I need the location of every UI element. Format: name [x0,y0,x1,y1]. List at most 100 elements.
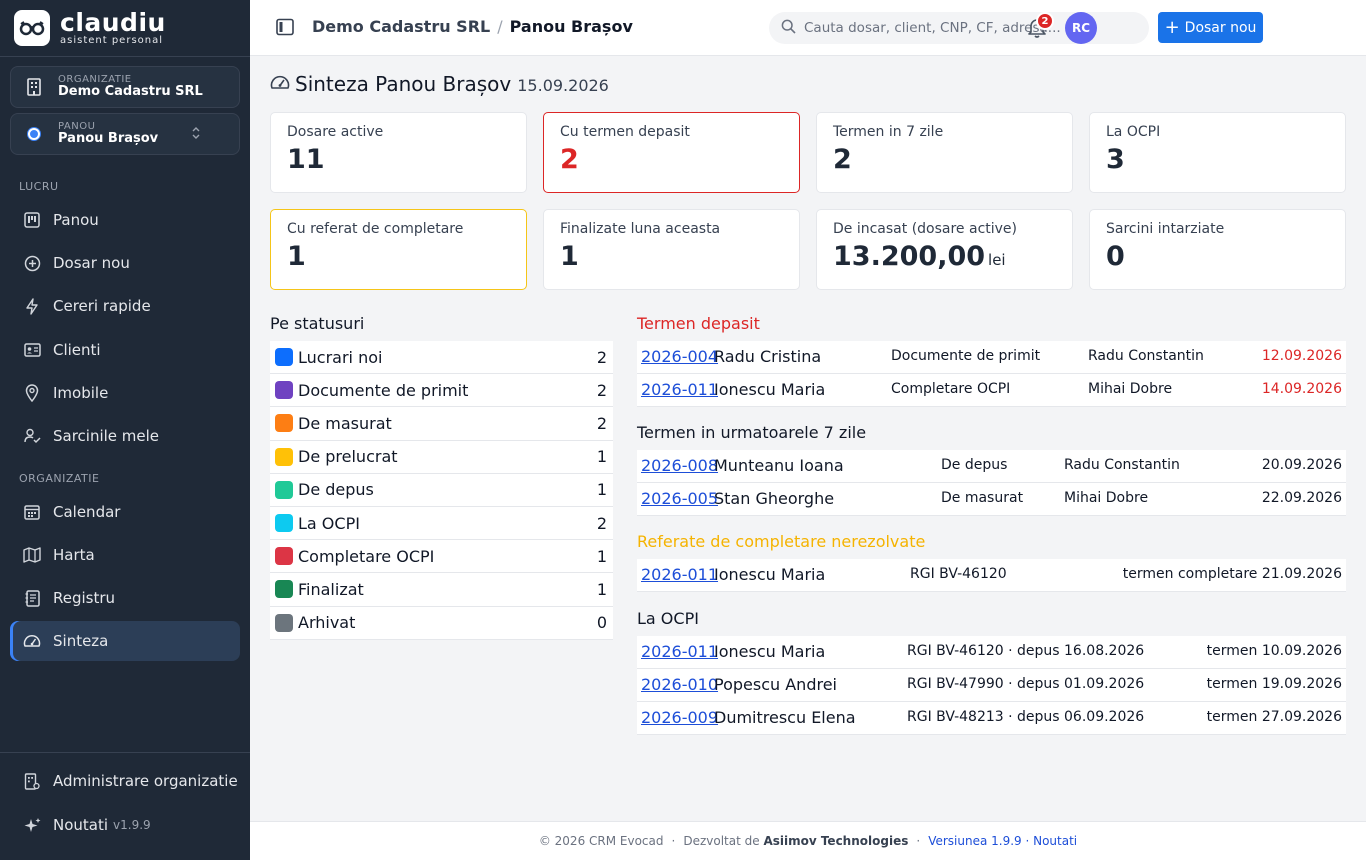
client-cell: Dumitrescu Elena [714,708,856,727]
file-id-cell: 2026-011 [641,380,718,399]
sidebar-item-admin-organization[interactable]: Administrare organizatie [10,761,240,801]
status-row[interactable]: Finalizat 1 [270,573,613,607]
footer-dev-prefix: Dezvoltat de [683,834,760,848]
sidebar-item-news[interactable]: Noutati v1.9.9 [10,805,240,845]
kpi-label: Finalizate luna aceasta [560,221,721,237]
sidebar-item-cereri-rapide[interactable]: Cereri rapide [10,286,240,326]
status-count: 2 [596,380,607,400]
section-label-work: LUCRU [19,180,59,193]
kpi-card-due-7-days[interactable]: Termen in 7 zile 2 [816,112,1073,193]
status-row[interactable]: De depus 1 [270,474,613,507]
status-label: Completare OCPI [298,546,435,566]
sparkles-icon [22,815,42,835]
sidebar: claudiu asistent personal ORGANIZATIE De… [0,0,250,860]
sidebar-item-dosar-nou[interactable]: Dosar nou [10,243,240,283]
status-label: La OCPI [298,513,360,533]
table-row: 2026-011 Ionescu Maria Completare OCPI M… [637,374,1346,407]
id-card-icon [22,340,42,360]
new-file-button[interactable]: + Dosar nou [1158,12,1263,43]
kpi-card-finalized-month[interactable]: Finalizate luna aceasta 1 [543,209,800,290]
panel-selector[interactable]: PANOU Panou Brașov [10,113,240,155]
building-icon [23,76,45,98]
kpi-value: 1 [560,241,579,272]
kpi-card-overdue[interactable]: Cu termen depasit 2 [543,112,800,193]
sidebar-item-calendar[interactable]: Calendar [10,492,240,532]
file-link[interactable]: 2026-009 [641,708,719,727]
status-row[interactable]: De prelucrat 1 [270,441,613,474]
plus-circle-icon [22,253,42,273]
top-header: Demo Cadastru SRL / Panou Brașov +Dosar no… [250,0,1366,56]
page-date: 15.09.2026 [517,76,609,95]
date-cell: 20.09.2026 [1261,457,1342,473]
status-row[interactable]: Arhivat 0 [270,607,613,640]
owner-cell: Mihai Dobre [1088,381,1173,397]
footer: © 2026 CRM Evocad · Dezvoltat de Asiimov… [250,821,1366,860]
sidebar-item-imobile[interactable]: Imobile [10,373,240,413]
kpi-label: De incasat (dosare active) [833,221,1018,237]
file-id-cell: 2026-010 [641,675,718,694]
client-cell: Stan Gheorghe [714,489,835,508]
status-swatch [275,348,293,367]
kpi-card-late-tasks[interactable]: Sarcini intarziate 0 [1089,209,1346,290]
sidebar-item-label: Sinteza [53,632,109,650]
page-title: Sinteza Panou Brașov [295,72,512,96]
status-cell: De depus [941,457,1008,473]
kpi-card-completion-referral[interactable]: Cu referat de completare 1 [270,209,527,290]
owner-cell: Radu Constantin [1088,348,1204,364]
avatar[interactable]: RC [1065,12,1097,44]
organization-selector[interactable]: ORGANIZATIE Demo Cadastru SRL [10,66,240,108]
file-link[interactable]: 2026-011 [641,380,719,399]
kanban-icon [22,210,42,230]
sidebar-item-clienti[interactable]: Clienti [10,330,240,370]
client-cell: Radu Cristina [714,347,822,366]
statuses-title: Pe statusuri [270,314,365,333]
table-row: 2026-005 Stan Gheorghe De masurat Mihai … [637,483,1346,516]
kpi-label: Dosare active [287,124,384,140]
status-label: Documente de primit [298,380,469,400]
rgi-cell: RGI BV-46120 [910,566,1007,582]
file-link[interactable]: 2026-011 [641,642,719,661]
file-link[interactable]: 2026-010 [641,675,719,694]
status-row[interactable]: La OCPI 2 [270,507,613,541]
file-id-cell: 2026-009 [641,708,718,727]
status-row[interactable]: De masurat 2 [270,407,613,441]
overdue-title: Termen depasit [637,314,760,333]
file-link[interactable]: 2026-004 [641,347,719,366]
brand[interactable]: claudiu asistent personal [0,0,250,56]
kpi-label: Termen in 7 zile [833,124,944,140]
footer-version-link[interactable]: Versiunea 1.9.9 · Noutati [928,834,1078,848]
file-link[interactable]: 2026-005 [641,489,719,508]
status-swatch [275,547,293,566]
status-row[interactable]: Documente de primit 2 [270,374,613,408]
file-link[interactable]: 2026-008 [641,456,719,475]
sidebar-toggle-icon[interactable] [276,18,294,36]
file-id-cell: 2026-008 [641,456,718,475]
kpi-card-active-files[interactable]: Dosare active 11 [270,112,527,193]
speedometer-icon [270,74,290,94]
kpi-value: 2 [560,144,579,175]
calendar-icon [22,502,42,522]
deadline-cell: termen completare 21.09.2026 [1122,566,1342,582]
file-link[interactable]: 2026-011 [641,565,719,584]
status-row[interactable]: Lucrari noi 2 [270,341,613,375]
status-cell: Completare OCPI [891,381,1011,397]
file-id-cell: 2026-011 [641,642,718,661]
kpi-card-to-collect[interactable]: De incasat (dosare active) 13.200,00 lei [816,209,1073,290]
date-cell: 12.09.2026 [1261,348,1342,364]
rgi-info-cell: RGI BV-48213 · depus 06.09.2026 [907,709,1145,725]
rgi-info-cell: RGI BV-47990 · depus 01.09.2026 [907,676,1145,692]
kpi-label: La OCPI [1106,124,1161,140]
kpi-card-at-ocpi[interactable]: La OCPI 3 [1089,112,1346,193]
speedometer-icon [22,631,42,651]
kpi-label: Sarcini intarziate [1106,221,1225,237]
sidebar-item-sinteza[interactable]: Sinteza [10,621,240,661]
status-row[interactable]: Completare OCPI 1 [270,540,613,574]
breadcrumb-org[interactable]: Demo Cadastru SRL [312,17,491,36]
footer-dev-name: Asiimov Technologies [763,834,909,848]
sidebar-item-panou[interactable]: Panou [10,200,240,240]
sidebar-item-registru[interactable]: Registru [10,578,240,618]
sidebar-item-harta[interactable]: Harta [10,535,240,575]
status-count: 1 [596,447,607,467]
sidebar-item-sarcinile-mele[interactable]: Sarcinile mele [10,416,240,456]
table-row: 2026-011 Ionescu Maria RGI BV-46120 · de… [637,636,1346,669]
